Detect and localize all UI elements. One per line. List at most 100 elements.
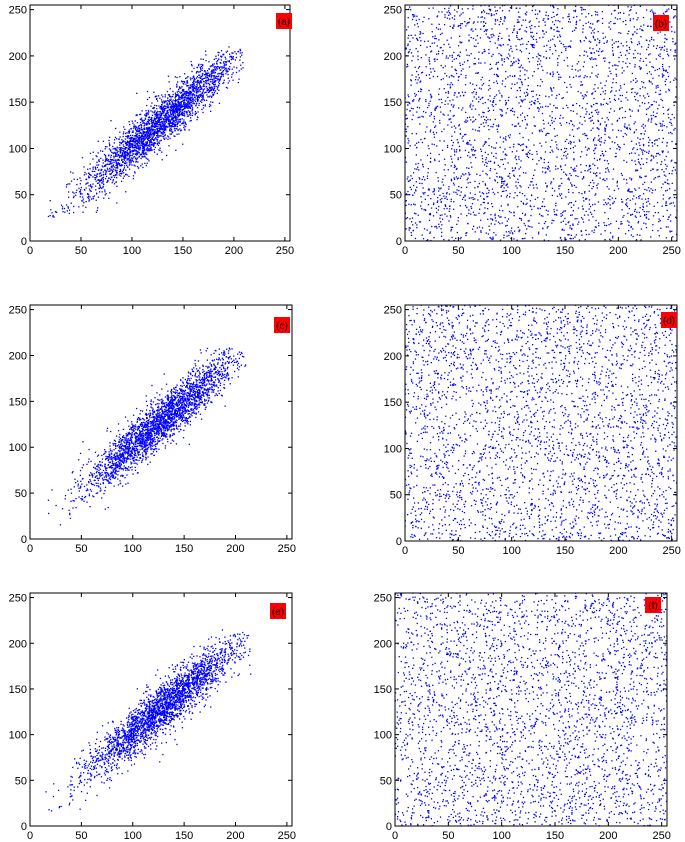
scatter-point — [666, 50, 668, 52]
scatter-point — [451, 144, 454, 147]
scatter-point — [176, 109, 178, 112]
scatter-point — [538, 231, 540, 233]
scatter-point — [171, 117, 173, 119]
scatter-point — [158, 95, 160, 97]
scatter-point — [146, 145, 148, 147]
scatter-point — [140, 153, 142, 155]
scatter-point — [654, 12, 656, 14]
scatter-point — [472, 83, 474, 85]
scatter-point — [490, 223, 492, 225]
scatter-point — [146, 141, 149, 143]
scatter-point — [428, 104, 430, 107]
scatter-point — [501, 190, 504, 193]
scatter-point — [448, 10, 450, 12]
scatter-point — [535, 94, 538, 96]
scatter-point — [540, 215, 543, 217]
scatter-point — [519, 185, 521, 187]
scatter-point — [577, 90, 579, 93]
scatter-point — [101, 169, 103, 171]
scatter-point — [161, 131, 163, 133]
scatter-point — [492, 219, 494, 221]
scatter-point — [621, 209, 623, 211]
scatter-point — [407, 126, 409, 128]
scatter-point — [119, 168, 121, 171]
scatter-point — [169, 119, 171, 122]
scatter-point — [488, 144, 490, 147]
scatter-point — [128, 131, 130, 133]
scatter-point — [152, 128, 154, 130]
scatter-point — [109, 173, 112, 176]
scatter-point — [449, 25, 451, 28]
scatter-point — [80, 186, 82, 189]
scatter-point — [489, 177, 491, 179]
scatter-point — [109, 178, 112, 180]
scatter-point — [144, 135, 147, 137]
scatter-point — [200, 82, 203, 84]
scatter-point — [439, 214, 441, 217]
scatter-point — [151, 135, 153, 137]
scatter-point — [179, 130, 182, 132]
scatter-point — [551, 139, 553, 141]
scatter-point — [92, 196, 94, 198]
scatter-point — [102, 179, 104, 181]
scatter-point — [87, 196, 89, 198]
scatter-point — [491, 28, 493, 30]
scatter-point — [106, 170, 108, 172]
scatter-point — [568, 21, 570, 23]
scatter-point — [79, 183, 81, 185]
scatter-point — [433, 42, 436, 44]
scatter-point — [154, 122, 157, 124]
scatter-point — [594, 173, 596, 175]
scatter-point — [448, 76, 450, 78]
scatter-point — [161, 122, 164, 124]
scatter-point — [166, 90, 169, 93]
scatter-point — [201, 78, 203, 80]
scatter-point — [141, 156, 143, 158]
scatter-point — [179, 107, 181, 110]
scatter-point — [418, 66, 421, 68]
scatter-point — [126, 147, 128, 149]
scatter-point — [505, 231, 507, 233]
scatter-point — [597, 183, 599, 185]
scatter-point — [571, 68, 573, 70]
scatter-point — [195, 72, 198, 74]
scatter-point — [478, 126, 480, 129]
scatter-point — [556, 144, 558, 146]
scatter-point — [491, 152, 493, 154]
scatter-point — [555, 205, 557, 207]
scatter-point — [639, 53, 641, 55]
scatter-point — [433, 133, 435, 135]
scatter-point — [109, 192, 111, 194]
scatter-point — [620, 54, 622, 56]
panel-label: (a) — [276, 13, 292, 29]
scatter-point — [212, 94, 214, 96]
scatter-point — [592, 140, 595, 142]
scatter-point — [113, 166, 116, 168]
scatter-point — [157, 127, 159, 129]
scatter-point — [630, 152, 633, 154]
scatter-point — [443, 208, 445, 210]
scatter-point — [128, 175, 130, 177]
scatter-point — [419, 81, 421, 83]
x-tick-label: 200 — [225, 245, 243, 257]
scatter-point — [549, 57, 551, 59]
scatter-point — [170, 113, 172, 116]
scatter-point — [635, 239, 638, 241]
scatter-point — [502, 44, 504, 46]
scatter-point — [407, 37, 409, 39]
scatter-point — [631, 140, 633, 142]
scatter-point — [669, 203, 671, 205]
scatter-point — [432, 131, 434, 133]
scatter-point — [155, 137, 157, 139]
scatter-point — [225, 73, 227, 75]
scatter-point — [163, 102, 166, 104]
scatter-point — [127, 155, 129, 157]
scatter-point — [161, 110, 164, 112]
scatter-point — [177, 107, 179, 109]
scatter-point — [168, 100, 170, 103]
scatter-point — [172, 93, 174, 96]
scatter-point — [176, 118, 178, 121]
scatter-point — [609, 97, 611, 100]
scatter-point — [149, 129, 151, 131]
scatter-point — [547, 15, 549, 17]
